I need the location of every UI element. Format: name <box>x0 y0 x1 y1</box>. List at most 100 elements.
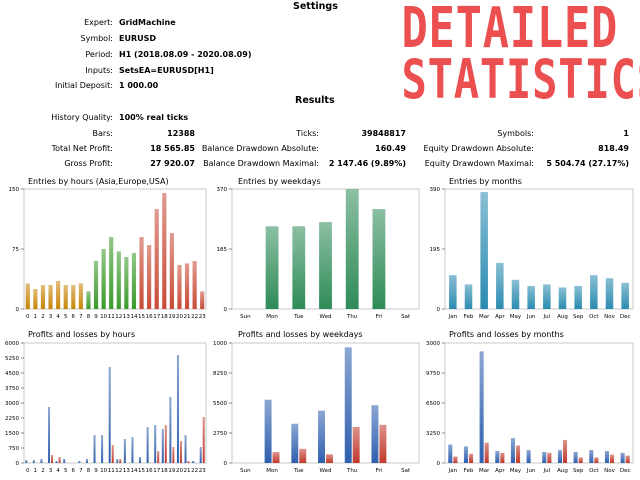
chart-title-pl-hours: Profits and losses by hours <box>28 330 136 339</box>
loss-bar <box>578 457 583 463</box>
x-tick-label: 22 <box>191 468 198 474</box>
entry-bar <box>574 285 582 309</box>
entry-bar <box>40 285 46 309</box>
x-tick-label: 12 <box>115 314 122 320</box>
x-tick-label: 21 <box>184 314 191 320</box>
x-tick-label: Feb <box>464 314 474 320</box>
entry-bar <box>86 291 91 309</box>
entry-bar <box>71 285 76 309</box>
equity-dd-abs-value: 818.49 <box>598 144 629 153</box>
profit-bar <box>620 452 625 463</box>
results-heading: Results <box>295 95 335 106</box>
x-tick-label: 1 <box>34 468 38 474</box>
loss-bar <box>111 445 114 463</box>
x-tick-label: Jul <box>543 314 551 320</box>
chart-entries-by-months: 0 195 390 Jan Feb Mar Apr May Jun Jul Aug Sep Oct Nov… <box>430 187 634 320</box>
loss-bar <box>516 445 521 463</box>
chart-pl-by-weekdays: 0 2750 5500 8250 11000 Sun Mon Tue Wed Thu Fri Sat <box>213 341 420 474</box>
profit-bar <box>479 351 484 463</box>
entry-bar <box>109 237 114 309</box>
y-tick-label: 150 <box>9 187 20 193</box>
y-tick-label: 3750 <box>5 386 19 392</box>
x-tick-label: 8 <box>87 314 91 320</box>
x-tick-label: 5 <box>64 468 68 474</box>
x-tick-label: 21 <box>184 468 191 474</box>
x-tick-label: 23 <box>199 468 206 474</box>
x-tick-label: 22 <box>191 314 198 320</box>
entry-bar <box>372 209 386 309</box>
entry-bar <box>56 281 61 309</box>
x-tick-label: 19 <box>168 314 175 320</box>
x-tick-label: Sat <box>401 314 411 320</box>
x-tick-label: 15 <box>138 468 145 474</box>
chart-title-entries-hours: Entries by hours (Asia,Europe,USA) <box>28 177 169 186</box>
x-tick-label: Aug <box>557 468 568 474</box>
profit-bar <box>264 399 272 463</box>
expert-label: Expert: <box>84 18 113 27</box>
x-tick-label: Sep <box>573 468 584 474</box>
profit-bar <box>85 459 88 463</box>
entry-bar <box>511 279 520 309</box>
symbols-label: Symbols: <box>497 129 534 138</box>
x-tick-label: 2 <box>41 468 45 474</box>
x-tick-label: Oct <box>589 314 599 320</box>
y-tick-label: 2750 <box>213 431 227 437</box>
profit-bar <box>78 461 81 463</box>
entry-bar <box>464 284 473 309</box>
profit-bar <box>448 444 453 463</box>
x-tick-label: Thu <box>346 314 357 320</box>
loss-bar <box>187 461 190 463</box>
x-tick-label: Jun <box>526 468 536 474</box>
profit-bar <box>131 437 134 463</box>
entry-bar <box>147 245 152 309</box>
x-tick-label: May <box>510 468 522 474</box>
x-tick-label: 14 <box>130 468 137 474</box>
profit-bar <box>176 355 179 463</box>
x-tick-label: Wed <box>320 314 332 320</box>
inputs-label: Inputs: <box>85 66 113 75</box>
profit-bar <box>123 439 126 463</box>
y-tick-label: 75 <box>12 247 19 253</box>
profit-bar <box>116 459 119 463</box>
ticks-label: Ticks: <box>296 129 319 138</box>
x-tick-label: Mon <box>266 468 278 474</box>
x-tick-label: Sun <box>240 314 251 320</box>
loss-bar <box>299 448 307 463</box>
profit-bar <box>495 451 500 463</box>
x-tick-label: Fri <box>376 468 383 474</box>
entry-bar <box>131 253 137 309</box>
entry-bar <box>154 209 159 309</box>
x-tick-label: Tue <box>293 314 304 320</box>
plot-frame <box>231 342 420 464</box>
profit-bar <box>55 461 58 463</box>
loss-bar <box>202 417 205 463</box>
loss-bar <box>179 441 182 463</box>
y-tick-label: 390 <box>430 187 441 193</box>
plot-frame <box>444 188 634 310</box>
x-tick-label: Aug <box>557 314 568 320</box>
y-tick-label: 0 <box>224 307 228 313</box>
x-tick-label: Mar <box>479 314 490 320</box>
y-tick-label: 6500 <box>426 401 440 407</box>
profit-bar <box>344 347 352 463</box>
entry-bar <box>527 285 535 309</box>
x-tick-label: 16 <box>146 468 153 474</box>
y-tick-label: 6000 <box>5 341 19 347</box>
x-tick-label: Mar <box>479 468 490 474</box>
balance-dd-abs-value: 160.49 <box>375 144 406 153</box>
plot-frame <box>23 188 207 310</box>
loss-bar <box>500 452 505 463</box>
entry-bar <box>93 261 99 309</box>
profit-bar <box>63 459 66 463</box>
x-tick-label: Sep <box>573 314 584 320</box>
x-tick-label: Dec <box>620 468 631 474</box>
x-tick-label: Tue <box>293 468 304 474</box>
x-tick-label: 4 <box>56 314 60 320</box>
profit-bar <box>139 457 142 463</box>
profit-bar <box>48 407 51 463</box>
x-tick-label: 18 <box>161 314 168 320</box>
x-tick-label: 17 <box>153 468 160 474</box>
x-tick-label: Wed <box>320 468 332 474</box>
y-tick-label: 4500 <box>5 371 19 377</box>
